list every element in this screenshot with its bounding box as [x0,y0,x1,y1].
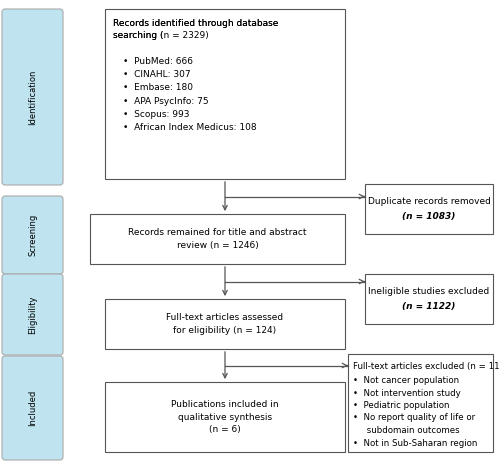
Text: Records identified through database
searching (n = 2329): Records identified through database sear… [113,19,278,41]
Text: Records remained for title and abstract
review (n = 1246): Records remained for title and abstract … [128,228,307,250]
Text: Full-text articles excluded (n = 118): Full-text articles excluded (n = 118) [353,362,500,371]
Text: Duplicate records removed: Duplicate records removed [368,197,490,205]
Text: Publications included in
qualitative synthesis
(n = 6): Publications included in qualitative syn… [171,400,279,434]
Text: Eligibility: Eligibility [28,295,37,334]
FancyBboxPatch shape [2,356,63,460]
Text: •  PubMed: 666
•  CINAHL: 307
•  Embase: 180
•  APA PsycInfo: 75
•  Scopus: 993
: • PubMed: 666 • CINAHL: 307 • Embase: 18… [123,57,256,132]
FancyBboxPatch shape [105,9,345,179]
FancyBboxPatch shape [348,354,493,452]
Text: •  Not cancer population
•  Not intervention study
•  Pediatric population
•  No: • Not cancer population • Not interventi… [353,376,478,447]
Text: Included: Included [28,390,37,426]
FancyBboxPatch shape [2,9,63,185]
FancyBboxPatch shape [105,299,345,349]
Text: (n = 1122): (n = 1122) [402,303,456,311]
Text: Full-text articles assessed
for eligibility (n = 124): Full-text articles assessed for eligibil… [166,313,284,335]
Text: Screening: Screening [28,214,37,256]
Text: Ineligible studies excluded: Ineligible studies excluded [368,286,490,296]
Text: (n = 1083): (n = 1083) [402,212,456,221]
Text: Records identified through database
searching (: Records identified through database sear… [113,19,278,41]
FancyBboxPatch shape [2,196,63,274]
FancyBboxPatch shape [365,274,493,324]
Text: Identification: Identification [28,69,37,125]
FancyBboxPatch shape [90,214,345,264]
FancyBboxPatch shape [2,274,63,355]
FancyBboxPatch shape [105,382,345,452]
FancyBboxPatch shape [365,184,493,234]
